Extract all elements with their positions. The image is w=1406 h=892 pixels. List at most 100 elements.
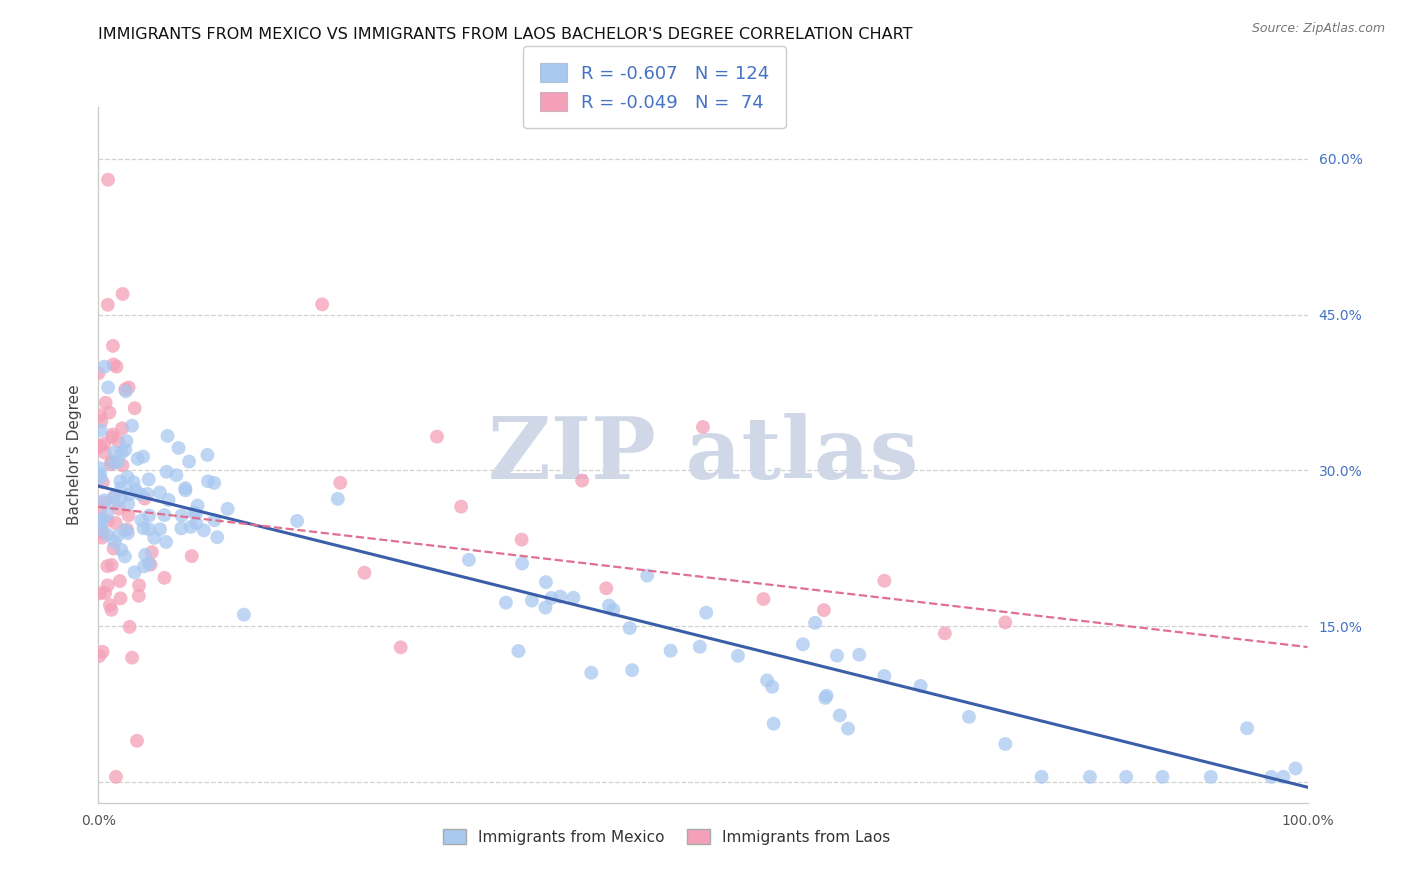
Point — [90, 531, 112, 545]
Point — [103, 445, 125, 459]
Point — [139, 558, 162, 572]
Point — [1272, 770, 1295, 784]
Point — [132, 450, 155, 464]
Point — [89, 409, 111, 423]
Point — [457, 553, 479, 567]
Point — [1152, 770, 1174, 784]
Point — [90, 424, 112, 438]
Point — [103, 541, 125, 556]
Point — [96, 507, 118, 521]
Point — [98, 405, 121, 419]
Point — [804, 615, 827, 630]
Point — [762, 716, 785, 731]
Point — [89, 461, 111, 475]
Point — [450, 500, 472, 514]
Point — [118, 620, 141, 634]
Point — [101, 430, 124, 444]
Point — [90, 414, 112, 428]
Point — [636, 568, 658, 582]
Point — [825, 648, 848, 663]
Point — [353, 566, 375, 580]
Point — [534, 600, 557, 615]
Point — [107, 501, 129, 516]
Point — [91, 496, 114, 510]
Point — [101, 339, 124, 353]
Point — [100, 454, 122, 468]
Point — [89, 522, 111, 536]
Point — [91, 525, 114, 540]
Point — [177, 454, 200, 468]
Point — [595, 582, 617, 596]
Point — [141, 545, 163, 559]
Text: ZIP atlas: ZIP atlas — [488, 413, 918, 497]
Point — [689, 640, 711, 654]
Point — [170, 508, 193, 523]
Point — [97, 172, 120, 186]
Point — [87, 440, 110, 454]
Point — [957, 710, 980, 724]
Point — [520, 593, 543, 607]
Point — [619, 621, 641, 635]
Point — [89, 467, 111, 481]
Point — [108, 574, 131, 588]
Point — [621, 663, 644, 677]
Point — [598, 599, 620, 613]
Point — [111, 421, 134, 435]
Point — [207, 530, 229, 544]
Point — [828, 708, 851, 723]
Point — [1284, 761, 1306, 775]
Point — [571, 474, 593, 488]
Point — [149, 522, 172, 536]
Point — [124, 566, 146, 580]
Point — [183, 506, 205, 520]
Point — [994, 737, 1017, 751]
Point — [174, 483, 197, 498]
Point — [114, 442, 136, 457]
Point — [136, 487, 159, 501]
Point — [1078, 770, 1101, 784]
Point — [180, 520, 202, 534]
Point — [815, 689, 838, 703]
Point — [87, 366, 110, 380]
Point — [659, 643, 682, 657]
Point — [186, 516, 208, 530]
Point — [134, 491, 156, 506]
Point — [124, 401, 146, 416]
Point — [495, 596, 517, 610]
Point — [1260, 770, 1282, 784]
Point — [761, 680, 783, 694]
Point — [110, 491, 132, 506]
Text: Source: ZipAtlas.com: Source: ZipAtlas.com — [1251, 22, 1385, 36]
Point — [117, 526, 139, 541]
Point — [837, 722, 859, 736]
Legend: Immigrants from Mexico, Immigrants from Laos: Immigrants from Mexico, Immigrants from … — [437, 822, 897, 851]
Point — [534, 575, 557, 590]
Point — [117, 508, 139, 523]
Point — [97, 380, 120, 394]
Point — [121, 418, 143, 433]
Point — [153, 508, 176, 522]
Point — [149, 485, 172, 500]
Point — [873, 574, 896, 588]
Point — [389, 640, 412, 655]
Point — [138, 522, 160, 536]
Point — [426, 430, 449, 444]
Point — [96, 559, 118, 574]
Point — [103, 358, 125, 372]
Point — [100, 558, 122, 572]
Point — [114, 523, 136, 537]
Point — [1115, 770, 1137, 784]
Point — [132, 559, 155, 574]
Point — [131, 513, 153, 527]
Point — [197, 475, 219, 489]
Point — [91, 645, 114, 659]
Point — [138, 557, 160, 571]
Y-axis label: Bachelor's Degree: Bachelor's Degree — [66, 384, 82, 525]
Point — [138, 472, 160, 486]
Point — [510, 533, 533, 547]
Point — [217, 501, 239, 516]
Point — [128, 589, 150, 603]
Point — [508, 644, 530, 658]
Point — [103, 535, 125, 549]
Point — [100, 603, 122, 617]
